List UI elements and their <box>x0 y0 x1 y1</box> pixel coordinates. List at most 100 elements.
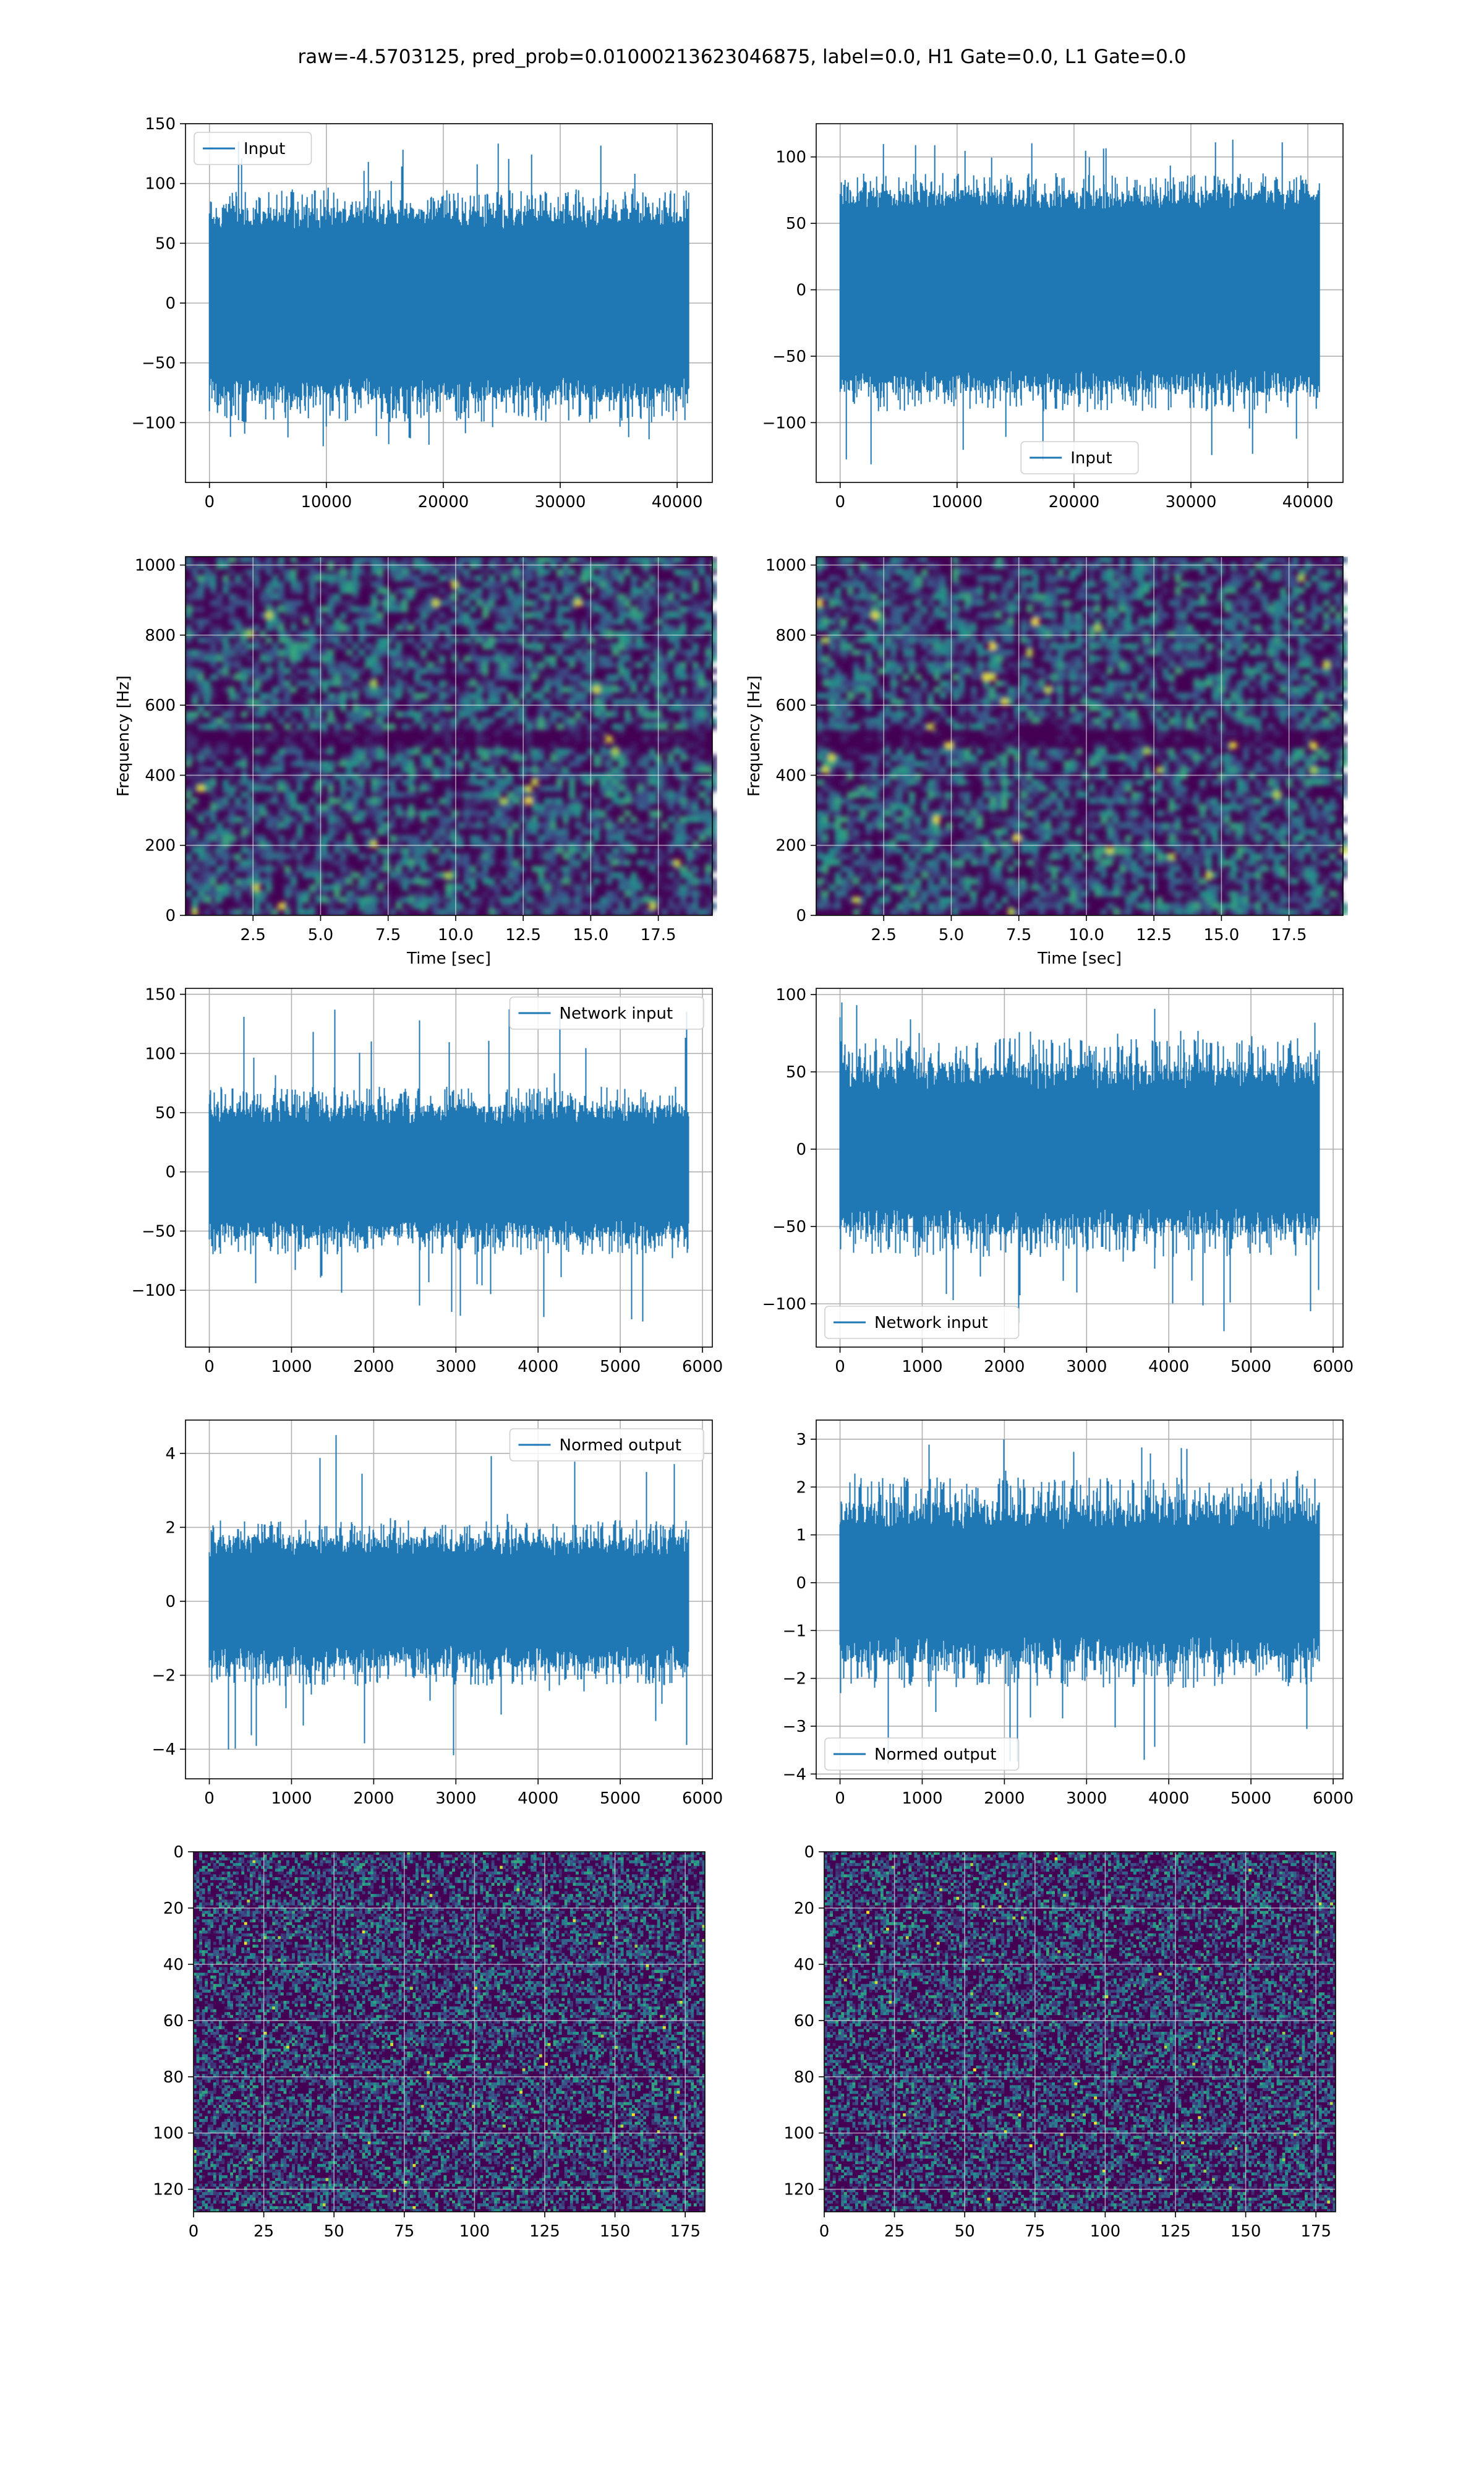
spectrogram-cell <box>427 687 433 693</box>
spectrogram-cell <box>1230 687 1237 693</box>
spectrogram-cell <box>377 884 383 891</box>
spectrogram-cell <box>1014 736 1020 742</box>
spectrogram-cell <box>643 711 649 717</box>
spectrogram-cell <box>872 612 878 618</box>
spectrogram-cell <box>352 748 359 755</box>
spectrogram-cell <box>1230 581 1237 588</box>
spectrogram-cell <box>1107 618 1113 625</box>
spectrogram-cell <box>365 612 371 618</box>
spectrogram-cell <box>260 866 266 872</box>
spectrogram-cell <box>909 687 915 693</box>
spectrogram-cell <box>1039 594 1045 600</box>
spectrogram-cell <box>396 687 402 693</box>
spectrogram-cell <box>1200 687 1206 693</box>
spectrogram-cell <box>835 588 841 594</box>
spectrogram-cell <box>1113 705 1119 711</box>
spectrogram-cell <box>841 717 847 724</box>
spectrogram-cell <box>322 841 328 847</box>
spectrogram-cell <box>513 897 519 903</box>
spectrogram-cell <box>241 631 247 637</box>
spectrogram-cell <box>396 637 402 643</box>
spectrogram-cell <box>897 594 903 600</box>
spectrogram-cell <box>847 643 853 649</box>
spectrogram-cell <box>272 761 278 767</box>
spectrogram-cell <box>340 631 346 637</box>
spectrogram-cell <box>1156 662 1162 668</box>
spectrogram-cell <box>674 748 680 755</box>
spectrogram-cell <box>625 748 631 755</box>
spectrogram-cell <box>662 581 668 588</box>
spectrogram-cell <box>822 724 829 730</box>
spectrogram-cell <box>606 711 612 717</box>
spectrogram-cell <box>482 637 488 643</box>
spectrogram-cell <box>1088 717 1094 724</box>
spectrogram-cell <box>396 575 402 581</box>
spectrogram-cell <box>488 563 495 569</box>
spectrogram-cell <box>1039 656 1045 662</box>
spectrogram-cell <box>476 742 482 748</box>
spectrogram-cell <box>1243 643 1249 649</box>
spectrogram-cell <box>872 674 878 680</box>
spectrogram-cell <box>186 872 192 878</box>
spectrogram-cell <box>1156 600 1162 606</box>
spectrogram-cell <box>581 643 587 649</box>
spectrogram-cell <box>618 872 625 878</box>
spectrogram-cell <box>309 736 315 742</box>
spectrogram-cell <box>581 581 587 588</box>
spectrogram-cell <box>1305 569 1311 575</box>
spectrogram-cell <box>223 816 229 823</box>
spectrogram-cell <box>408 711 414 717</box>
spectrogram-cell <box>284 569 291 575</box>
spectrogram-cell <box>952 693 958 699</box>
spectrogram-cell <box>383 600 390 606</box>
spectrogram-cell <box>1193 687 1200 693</box>
spectrogram-cell <box>668 829 674 835</box>
spectrogram-cell <box>328 884 334 891</box>
spectrogram-cell <box>507 884 513 891</box>
spectrogram-cell <box>1243 711 1249 717</box>
spectrogram-cell <box>445 569 451 575</box>
spectrogram-cell <box>829 687 835 693</box>
spectrogram-cell <box>1311 699 1317 705</box>
spectrogram-cell <box>216 656 223 662</box>
spectrogram-cell <box>841 637 847 643</box>
spectrogram-cell <box>210 792 216 798</box>
spectrogram-cell <box>439 773 445 779</box>
spectrogram-cell <box>488 798 495 804</box>
spectrogram-cell <box>1224 668 1230 674</box>
spectrogram-cell <box>921 656 927 662</box>
spectrogram-cell <box>532 804 538 810</box>
spectrogram-cell <box>649 581 655 588</box>
spectrogram-cell <box>618 767 625 773</box>
spectrogram-cell <box>1336 687 1342 693</box>
spectrogram-cell <box>445 773 451 779</box>
spectrogram-cell <box>977 563 983 569</box>
spectrogram-cell <box>550 767 556 773</box>
spectrogram-cell <box>618 687 625 693</box>
spectrogram-cell <box>822 588 829 594</box>
spectrogram-cell <box>241 909 247 915</box>
spectrogram-cell <box>445 829 451 835</box>
spectrogram-cell <box>1014 705 1020 711</box>
spectrogram-cell <box>186 866 192 872</box>
spectrogram-cell <box>1237 649 1243 656</box>
spectrogram-cell <box>322 810 328 816</box>
spectrogram-cell <box>519 693 526 699</box>
spectrogram-cell <box>445 804 451 810</box>
spectrogram-cell <box>1193 612 1200 618</box>
spectrogram-cell <box>414 674 420 680</box>
spectrogram-cell <box>556 693 563 699</box>
spectrogram-cell <box>581 903 587 909</box>
spectrogram-cell <box>365 618 371 625</box>
spectrogram-cell <box>1051 687 1057 693</box>
spectrogram-cell <box>625 668 631 674</box>
spectrogram-cell <box>612 773 618 779</box>
spectrogram-cell <box>266 594 272 600</box>
spectrogram-cell <box>680 711 686 717</box>
spectrogram-cell <box>600 897 606 903</box>
spectrogram-cell <box>210 588 216 594</box>
spectrogram-cell <box>563 643 569 649</box>
spectrogram-cell <box>519 767 526 773</box>
spectrogram-cell <box>563 909 569 915</box>
spectrogram-cell <box>921 557 927 563</box>
